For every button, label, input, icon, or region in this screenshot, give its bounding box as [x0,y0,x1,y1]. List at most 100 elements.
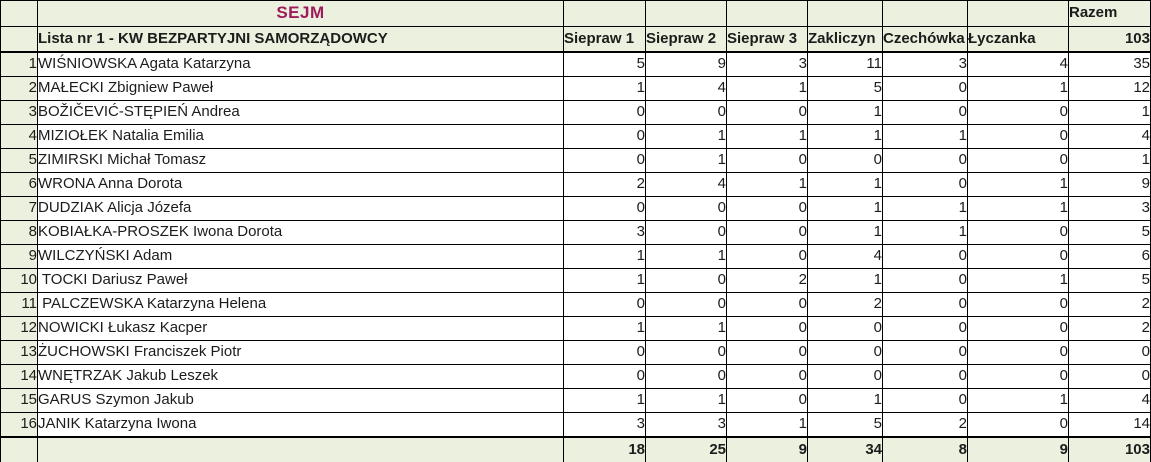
razem-cell: 4 [1068,388,1151,413]
row-number: 1 [0,51,38,77]
vote-cell: 1 [726,172,808,197]
vote-cell: 11 [807,51,883,77]
razem-cell: 5 [1068,268,1151,293]
vote-cell: 0 [882,268,968,293]
candidate-name: WRONA Anna Dorota [37,172,564,197]
vote-cell: 0 [882,76,968,101]
row-number: 12 [0,316,38,341]
vote-cell: 1 [563,268,646,293]
vote-cell: 1 [807,100,883,125]
vote-cell: 0 [645,292,727,317]
vote-cell: 3 [563,412,646,438]
razem-cell: 6 [1068,244,1151,269]
vote-cell: 0 [726,292,808,317]
candidate-name: WILCZYŃSKI Adam [37,244,564,269]
candidate-name: GARUS Szymon Jakub [37,388,564,413]
vote-cell: 2 [882,412,968,438]
razem-cell: 1 [1068,100,1151,125]
column-header-siepraw3: Siepraw 3 [726,26,808,53]
total-zakliczyn: 34 [807,436,883,462]
vote-cell: 0 [645,364,727,389]
razem-cell: 14 [1068,412,1151,438]
totals-row: 18 25 9 34 8 9 103 [0,436,1151,462]
vote-cell: 0 [967,316,1069,341]
row-number: 11 [0,292,38,317]
vote-cell: 1 [726,76,808,101]
vote-cell: 1 [967,196,1069,221]
row-number: 3 [0,100,38,125]
vote-cell: 0 [726,220,808,245]
candidate-name: TOCKI Dariusz Paweł [37,268,564,293]
row-number: 10 [0,268,38,293]
total-lyczanka: 9 [967,436,1069,462]
vote-cell: 1 [807,220,883,245]
razem-cell: 12 [1068,76,1151,101]
vote-cell: 0 [967,148,1069,173]
vote-cell: 1 [645,244,727,269]
vote-cell: 5 [807,412,883,438]
page-title: SEJM [37,0,564,27]
vote-cell: 0 [645,268,727,293]
vote-cell: 3 [726,51,808,77]
vote-cell: 0 [726,316,808,341]
vote-cell: 1 [645,124,727,149]
vote-cell: 0 [807,364,883,389]
vote-cell: 1 [967,388,1069,413]
vote-cell: 0 [807,148,883,173]
total-siepraw3: 9 [726,436,808,462]
vote-cell: 4 [645,172,727,197]
vote-cell: 0 [967,292,1069,317]
column-header-zakliczyn: Zakliczyn [807,26,883,53]
total-razem: 103 [1068,436,1151,462]
empty-header-cell [563,0,646,27]
vote-cell: 1 [807,268,883,293]
row-number: 5 [0,148,38,173]
vote-cell: 0 [967,244,1069,269]
vote-cell: 0 [882,148,968,173]
row-number: 9 [0,244,38,269]
vote-cell: 1 [882,196,968,221]
razem-cell: 0 [1068,364,1151,389]
candidate-row: 2 MAŁECKI Zbigniew Paweł 1 4 1 5 0 1 12 [0,76,1151,101]
vote-cell: 1 [645,388,727,413]
candidate-row: 16 JANIK Katarzyna Iwona 3 3 1 5 2 0 14 [0,412,1151,438]
vote-cell: 2 [563,172,646,197]
row-number: 7 [0,196,38,221]
razem-cell: 2 [1068,316,1151,341]
razem-cell: 3 [1068,196,1151,221]
candidate-name: KOBIAŁKA-PROSZEK Iwona Dorota [37,220,564,245]
vote-cell: 2 [807,292,883,317]
razem-cell: 35 [1068,51,1151,77]
vote-cell: 0 [882,100,968,125]
candidate-row: 5 ZIMIRSKI Michał Tomasz 0 1 0 0 0 0 1 [0,148,1151,173]
candidate-row: 12 NOWICKI Łukasz Kacper 1 1 0 0 0 0 2 [0,316,1151,341]
vote-cell: 0 [726,388,808,413]
vote-cell: 1 [967,76,1069,101]
corner-cell [0,0,38,27]
vote-cell: 0 [882,244,968,269]
vote-cell: 1 [563,244,646,269]
candidate-row: 4 MIZIOŁEK Natalia Emilia 0 1 1 1 1 0 4 [0,124,1151,149]
razem-cell: 5 [1068,220,1151,245]
vote-cell: 0 [563,100,646,125]
row-number: 16 [0,412,38,438]
column-header-siepraw1: Siepraw 1 [563,26,646,53]
razem-cell: 9 [1068,172,1151,197]
vote-cell: 0 [726,364,808,389]
empty-header-cell [645,0,727,27]
list-header-row: Lista nr 1 - KW BEZPARTYJNI SAMORZĄDOWCY… [0,26,1151,53]
candidate-name: WNĘTRZAK Jakub Leszek [37,364,564,389]
row-number: 13 [0,340,38,365]
razem-grand-total-header: 103 [1068,26,1151,53]
vote-cell: 0 [726,196,808,221]
candidate-name: WIŚNIOWSKA Agata Katarzyna [37,51,564,77]
vote-cell: 0 [882,316,968,341]
vote-cell: 1 [726,124,808,149]
candidate-name: DUDZIAK Alicja Józefa [37,196,564,221]
vote-cell: 0 [563,340,646,365]
empty-header-cell [882,0,968,27]
vote-cell: 0 [882,364,968,389]
vote-cell: 1 [645,316,727,341]
candidate-row: 3 BOŽIČEVIĆ-STĘPIEŃ Andrea 0 0 0 1 0 0 1 [0,100,1151,125]
